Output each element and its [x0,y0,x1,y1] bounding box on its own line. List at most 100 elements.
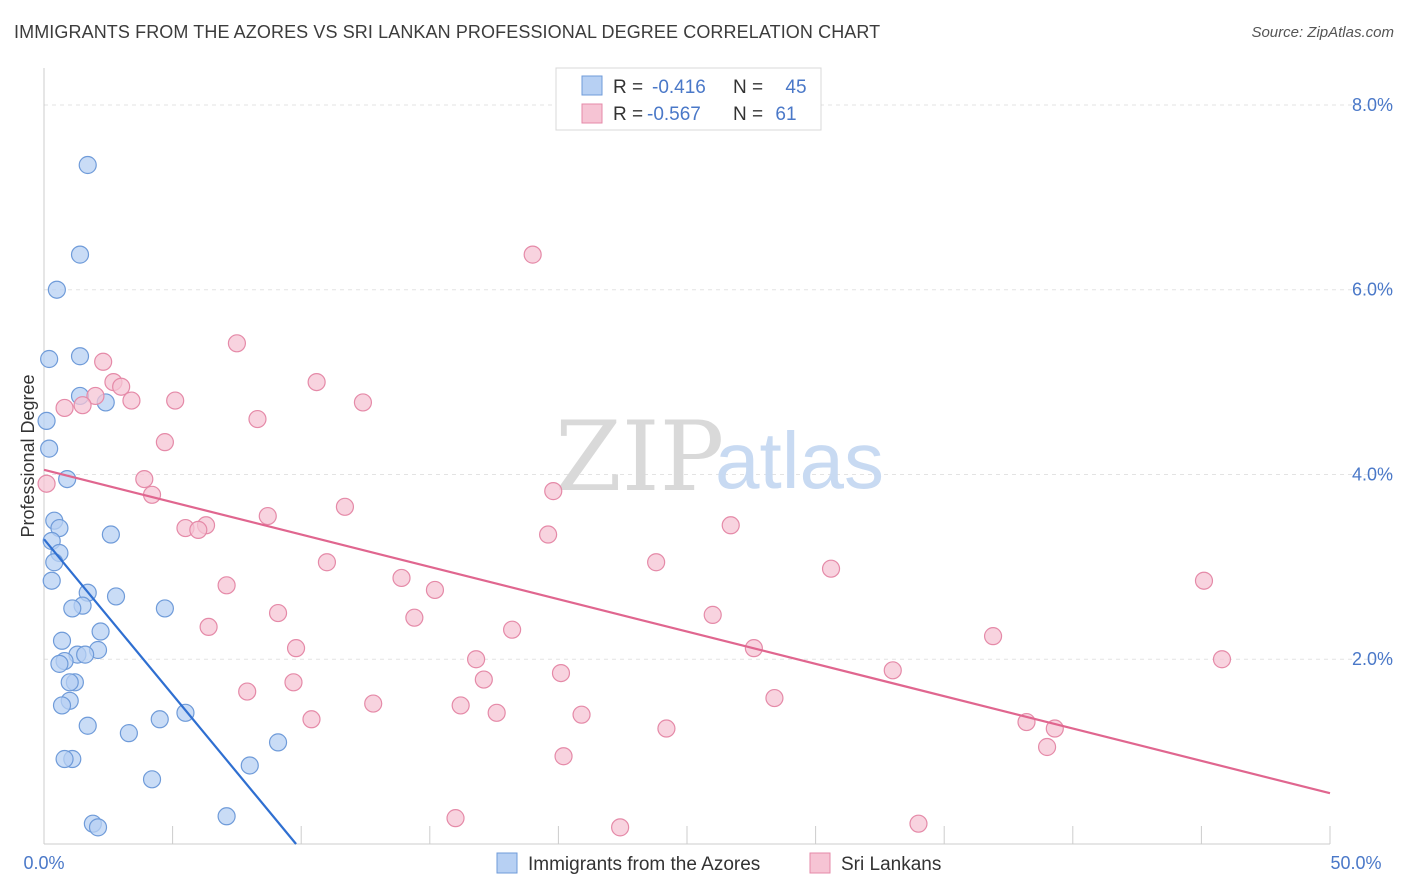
sri-lankan-point [155,433,174,452]
x-tick-label-min: 0.0% [23,853,64,873]
y-tick-label: 2.0% [1352,649,1393,669]
azores-point [47,280,66,299]
azores-point [78,716,97,735]
sri-lankan-point [307,372,326,392]
series-azores-points [37,155,288,837]
sri-lankan-point [405,608,424,627]
azores-point [60,673,79,692]
sri-lankan-point [883,661,902,680]
azores-point [37,411,56,430]
sri-lankan-point [37,474,56,493]
sri-lankan-point [135,469,154,489]
azores-point [268,733,288,752]
y-tick-label: 4.0% [1352,464,1393,484]
sri-lankan-point [451,696,470,715]
azores-point [78,155,97,175]
legend-label-azores: Immigrants from the Azores [528,854,760,875]
sri-lankan-point [909,814,928,833]
sri-lankan-point [122,391,141,410]
sri-lankan-point [721,516,740,535]
sri-lankan-point [317,553,337,572]
azores-point [42,571,61,590]
stats-box: R = -0.416 N = 45 R = -0.567 N = 61 [555,67,822,131]
trend-line-sri-lankans [43,468,1331,795]
sri-lankan-point [425,580,445,600]
sri-lankan-point [353,393,373,412]
sri-lankan-point [199,617,218,637]
sri-lankan-point [647,553,666,572]
sri-lankan-point [73,396,92,415]
watermark-atlas: atlas [715,416,884,505]
sri-lankan-point [86,386,105,406]
sri-lankan-point [611,818,630,837]
azores-point [217,807,236,826]
stats-r-value-sri-lankans: -0.567 [647,104,701,125]
sri-lankan-point [166,391,185,410]
chart-title: IMMIGRANTS FROM THE AZORES VS SRI LANKAN… [14,22,881,42]
azores-point [45,553,64,572]
series-sri-lankans-points [37,245,1232,837]
sri-lankan-point [1037,737,1057,757]
sri-lankan-point [112,377,131,396]
azores-point [55,749,74,769]
sri-lankan-point [466,650,486,669]
sri-lankan-point [487,703,506,722]
sri-lankan-point [551,663,571,683]
azores-point [142,770,162,789]
sri-lankan-point [392,568,411,588]
sri-lankan-point [703,605,722,624]
stats-n-label-azores: N = [733,77,763,98]
sri-lankan-point [189,520,208,540]
stats-swatch-azores [581,75,603,96]
sri-lankan-point [539,525,558,544]
sri-lankan-point [765,688,784,708]
stats-r-label-sri-lankans: R = [613,104,643,125]
stats-r-label-azores: R = [613,77,643,98]
azores-point [101,525,120,544]
azores-point [155,599,174,618]
stats-n-value-sri-lankans: 61 [775,104,796,125]
sri-lankan-point [446,809,465,828]
legend-label-sri-lankans: Sri Lankans [841,854,941,875]
trend-line-azores [43,538,297,845]
x-tick-label-max: 50.0% [1330,853,1381,873]
sri-lankan-point [302,710,321,729]
sri-lankan-point [554,747,573,766]
sri-lankan-point [258,506,277,526]
sri-lankan-point [364,694,383,713]
azores-point [88,818,108,837]
sri-lankan-point [55,398,74,418]
sri-lankan-point [474,670,493,689]
stats-r-value-azores: -0.416 [652,77,706,98]
azores-point [76,645,95,664]
sri-lankan-point [284,673,303,692]
stats-n-label-sri-lankans: N = [733,104,763,125]
azores-point [119,724,138,743]
sri-lankan-point [268,603,288,623]
azores-point [52,631,72,650]
sri-lankan-point [1212,650,1232,669]
azores-point [106,587,126,606]
source-label: Source: ZipAtlas.com [1251,24,1394,41]
y-tick-label: 8.0% [1352,95,1393,115]
y-tick-labels: 2.0% 4.0% 6.0% 8.0% [1352,95,1393,669]
sri-lankan-point [227,334,246,353]
trend-lines [43,468,1331,845]
y-tick-label: 6.0% [1352,280,1393,300]
x-axis-ticks [172,826,1331,844]
azores-point [150,710,169,729]
watermark-zip: ZIP [555,401,724,513]
azores-point [63,599,82,618]
azores-point [91,622,110,641]
sri-lankan-point [335,497,355,516]
sri-lankan-point [503,620,522,639]
sri-lankan-point [217,576,236,595]
azores-point [40,439,59,458]
sri-lankan-point [657,719,676,738]
legend-swatch-azores [496,852,518,874]
sri-lankan-point [94,352,113,371]
stats-n-value-azores: 45 [785,77,806,98]
azores-point [70,347,90,366]
sri-lankan-point [821,559,841,578]
sri-lankan-point [523,245,542,264]
